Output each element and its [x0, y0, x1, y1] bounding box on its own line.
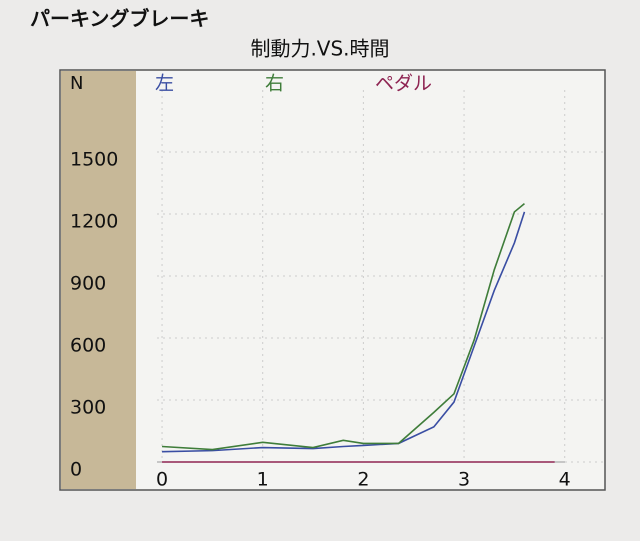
y-tick-label: 300	[70, 397, 106, 419]
axis-strip	[61, 71, 136, 489]
y-tick-label: 600	[70, 335, 106, 357]
y-axis-label: N	[70, 73, 83, 94]
chart-title: 制動力.VS.時間	[250, 37, 389, 61]
y-tick-label: 900	[70, 273, 106, 295]
x-tick-label: 2	[357, 469, 369, 491]
page-title: パーキングブレーキ	[30, 7, 209, 31]
x-tick-label: 0	[156, 469, 168, 491]
legend-label: 右	[265, 73, 284, 95]
y-tick-label: 1500	[70, 149, 118, 171]
legend-label: ペダル	[375, 73, 432, 95]
series-line	[161, 203, 525, 451]
y-tick-label: 0	[70, 459, 82, 481]
x-tick-label: 4	[559, 469, 571, 491]
x-tick-label: 1	[257, 469, 269, 491]
plot-frame	[59, 69, 606, 491]
legend-label: 左	[155, 73, 174, 95]
x-tick-label: 3	[458, 469, 470, 491]
y-tick-label: 1200	[70, 211, 118, 233]
